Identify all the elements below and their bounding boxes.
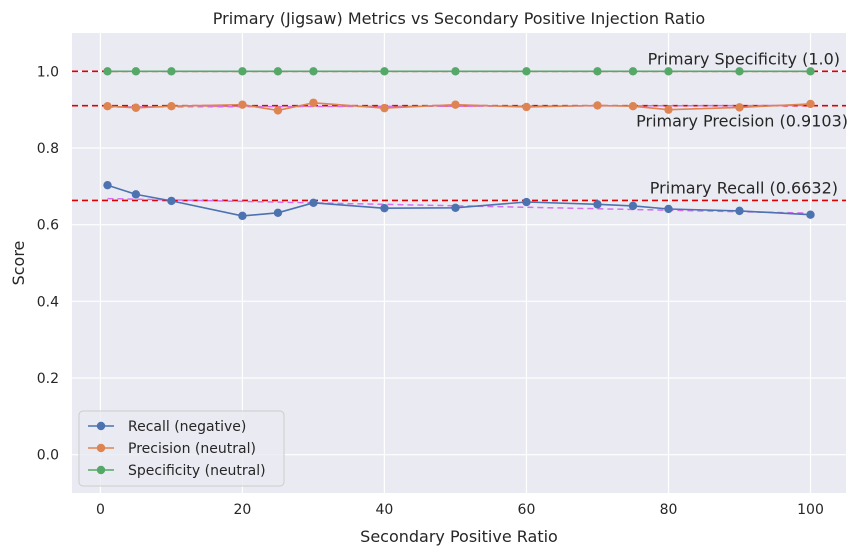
- data-point: [664, 105, 673, 114]
- x-tick-label: 100: [797, 502, 824, 518]
- data-point: [522, 67, 531, 76]
- data-point: [131, 103, 141, 112]
- data-point: [628, 102, 638, 111]
- legend-items: Recall (negative) Precision (neutral) Spec…: [88, 419, 266, 479]
- data-point: [167, 196, 176, 206]
- y-tick-label: 0.8: [37, 141, 59, 157]
- data-point: [380, 203, 389, 213]
- data-point: [664, 67, 673, 76]
- x-tick-label: 80: [660, 502, 678, 518]
- data-point: [593, 101, 602, 110]
- series-layer: [103, 67, 815, 221]
- data-point: [273, 208, 283, 217]
- data-point: [735, 206, 744, 216]
- data-point: [593, 67, 602, 76]
- x-tick-label: 40: [376, 502, 394, 518]
- legend-label: Recall (negative): [128, 419, 246, 435]
- x-axis-ticks: 0 20 40 60 80 100: [96, 502, 824, 518]
- data-point: [593, 200, 602, 209]
- data-point: [238, 211, 247, 221]
- data-point: [131, 190, 141, 199]
- data-point: [103, 67, 112, 76]
- x-tick-label: 20: [234, 502, 252, 518]
- y-tick-label: 1.0: [37, 64, 59, 80]
- x-tick-label: 0: [96, 502, 105, 518]
- chart-title: Primary (Jigsaw) Metrics vs Secondary Po…: [213, 9, 705, 28]
- legend: Recall (negative) Precision (neutral) Spec…: [78, 410, 285, 487]
- y-axis-ticks: 0.0 0.2 0.4 0.6 0.8 1.0: [37, 64, 59, 463]
- x-tick-label: 60: [518, 502, 536, 518]
- data-point: [451, 100, 460, 109]
- y-tick-label: 0.4: [37, 294, 59, 310]
- legend-label: Specificity (neutral): [128, 463, 266, 479]
- data-point: [806, 210, 815, 219]
- series-line: [107, 184, 811, 217]
- data-point: [628, 67, 638, 76]
- legend-marker: [96, 443, 106, 453]
- y-tick-label: 0.2: [37, 371, 59, 387]
- data-point: [167, 67, 176, 76]
- data-point: [238, 100, 247, 109]
- data-point: [380, 67, 389, 76]
- legend-frame: [78, 410, 285, 487]
- data-point: [103, 180, 112, 190]
- y-tick-label: 0.0: [37, 448, 59, 464]
- reference-line-label: Primary Specificity (1.0): [648, 49, 840, 68]
- annotations: Primary Specificity (1.0) Primary Precisi…: [636, 49, 848, 197]
- y-tick-label: 0.6: [37, 218, 59, 234]
- y-axis-label: Score: [9, 241, 28, 286]
- data-point: [380, 103, 389, 113]
- legend-marker: [96, 421, 106, 431]
- reference-line-label: Primary Recall (0.6632): [650, 178, 838, 197]
- data-point: [167, 102, 176, 111]
- legend-marker: [96, 465, 106, 475]
- data-point: [522, 197, 531, 207]
- data-point: [735, 67, 744, 76]
- data-point: [806, 67, 815, 76]
- legend-label: Precision (neutral): [128, 441, 256, 457]
- data-point: [309, 198, 318, 208]
- series-line: [107, 101, 811, 112]
- data-point: [628, 201, 638, 211]
- data-point: [309, 67, 318, 76]
- data-point: [664, 204, 673, 214]
- data-point: [806, 99, 815, 109]
- x-axis-label: Secondary Positive Ratio: [360, 527, 558, 546]
- data-point: [103, 102, 112, 111]
- data-point: [735, 103, 744, 112]
- data-point: [309, 98, 318, 107]
- data-point: [131, 67, 141, 76]
- data-point: [238, 67, 247, 76]
- data-point: [451, 203, 460, 212]
- data-point: [273, 106, 283, 115]
- data-point: [451, 67, 460, 76]
- reference-line-label: Primary Precision (0.9103): [636, 112, 848, 131]
- data-point: [273, 67, 283, 76]
- data-point: [522, 102, 531, 112]
